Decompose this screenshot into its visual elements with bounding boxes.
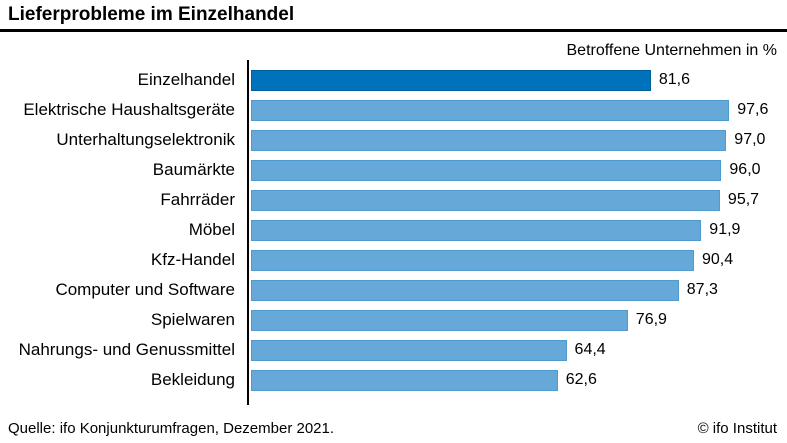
bar-row: Nahrungs- und Genussmittel 64,4 xyxy=(0,335,787,365)
value-label: 95,7 xyxy=(727,191,760,208)
bar xyxy=(251,279,679,301)
y-axis-line xyxy=(247,60,249,405)
bar xyxy=(251,369,558,391)
value-label: 91,9 xyxy=(709,221,741,238)
bar xyxy=(251,69,651,91)
source-note: Quelle: ifo Konjunkturumfragen, Dezember… xyxy=(8,420,335,437)
chart-subtitle: Betroffene Unternehmen in % xyxy=(566,42,778,59)
bar-track: 76,9 xyxy=(249,305,787,335)
bar-track: 97,0 xyxy=(249,125,787,155)
bar xyxy=(251,249,694,271)
bar xyxy=(251,339,567,361)
bar-chart: Einzelhandel 81,6 Elektrische Haushaltsg… xyxy=(0,60,787,405)
value-label: 97,0 xyxy=(734,131,766,148)
category-label: Spielwaren xyxy=(150,310,235,329)
bar-row: Kfz-Handel 90,4 xyxy=(0,245,787,275)
bar-row: Computer und Software 87,3 xyxy=(0,275,787,305)
bar-rows: Einzelhandel 81,6 Elektrische Haushaltsg… xyxy=(0,65,787,395)
bar-row: Elektrische Haushaltsgeräte 97,6 xyxy=(0,95,787,125)
value-label: 62,6 xyxy=(565,371,597,388)
value-label: 96,0 xyxy=(729,161,761,178)
chart-title: Lieferprobleme im Einzelhandel xyxy=(8,4,295,25)
bar-track: 95,7 xyxy=(249,185,787,215)
title-divider xyxy=(0,29,787,32)
category-label: Bekleidung xyxy=(150,370,235,389)
footer: Quelle: ifo Konjunkturumfragen, Dezember… xyxy=(8,420,777,437)
value-label: 90,4 xyxy=(701,251,734,268)
value-label: 87,3 xyxy=(686,281,718,298)
category-label: Fahrräder xyxy=(160,190,235,209)
bar-track: 97,6 xyxy=(249,95,787,125)
value-label: 64,4 xyxy=(574,341,606,358)
category-label: Möbel xyxy=(188,220,235,239)
category-label: Kfz-Handel xyxy=(150,250,235,269)
bar xyxy=(251,189,720,211)
bar-row: Baumärkte 96,0 xyxy=(0,155,787,185)
bar-track: 91,9 xyxy=(249,215,787,245)
bar xyxy=(251,99,730,121)
bar-row: Bekleidung 62,6 xyxy=(0,365,787,395)
bar-track: 96,0 xyxy=(249,155,787,185)
category-label: Einzelhandel xyxy=(137,70,235,89)
bar-track: 90,4 xyxy=(249,245,787,275)
category-label: Nahrungs- und Genussmittel xyxy=(18,340,235,359)
bar xyxy=(251,129,727,151)
bar-track: 64,4 xyxy=(249,335,787,365)
value-label: 97,6 xyxy=(737,101,769,118)
bar-row: Spielwaren 76,9 xyxy=(0,305,787,335)
category-label: Elektrische Haushaltsgeräte xyxy=(23,100,235,119)
bar xyxy=(251,219,702,241)
category-label: Unterhaltungselektronik xyxy=(56,130,235,149)
bar-track: 81,6 xyxy=(249,65,787,95)
bar xyxy=(251,159,722,181)
value-label: 76,9 xyxy=(635,311,667,328)
bar-row: Einzelhandel 81,6 xyxy=(0,65,787,95)
bar-track: 87,3 xyxy=(249,275,787,305)
category-label: Baumärkte xyxy=(152,160,235,179)
copyright-note: © ifo Institut xyxy=(697,420,777,437)
bar-row: Unterhaltungselektronik 97,0 xyxy=(0,125,787,155)
bar-row: Möbel 91,9 xyxy=(0,215,787,245)
value-label: 81,6 xyxy=(658,71,690,88)
bar xyxy=(251,309,628,331)
category-label: Computer und Software xyxy=(55,280,235,299)
bar-track: 62,6 xyxy=(249,365,787,395)
bar-row: Fahrräder 95,7 xyxy=(0,185,787,215)
